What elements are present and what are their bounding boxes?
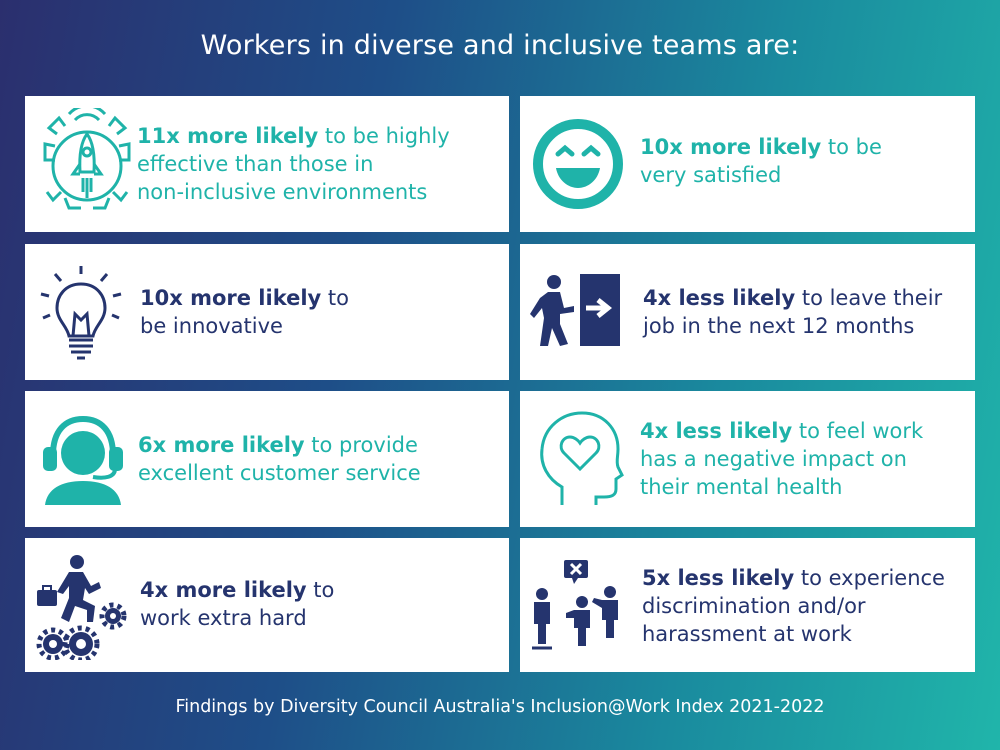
stat-card-effective: 11x more likely to be highly effective t… — [25, 96, 509, 232]
stat-card-mental-health: 4x less likely to feel work has a negati… — [520, 391, 975, 527]
stat-text: very satisfied — [640, 163, 782, 187]
stat-text: non-inclusive environments — [137, 180, 428, 204]
stat-text: effective than those in — [137, 152, 374, 176]
stat-text: to provide — [304, 433, 418, 457]
smiley-icon — [532, 118, 624, 210]
source-footer: Findings by Diversity Council Australia'… — [175, 697, 825, 717]
stat-card-customer-service: 6x more likely to provide excellent cust… — [25, 391, 509, 527]
stat-card-innovative: 10x more likely to be innovative — [25, 244, 509, 380]
stat-highlight: 5x less likely — [642, 566, 795, 590]
stat-text: to be highly — [318, 124, 450, 148]
discrimination-icon — [528, 558, 628, 654]
stat-text: excellent customer service — [138, 461, 421, 485]
stat-text: to — [321, 286, 349, 310]
stat-text: discrimination and/or — [642, 594, 866, 618]
stat-card-retention: 4x less likely to leave their job in the… — [520, 244, 975, 380]
exit-person-icon — [530, 272, 622, 348]
stat-card-discrimination: 5x less likely to experience discriminat… — [520, 538, 975, 672]
stat-card-satisfied: 10x more likely to be very satisfied — [520, 96, 975, 232]
headset-person-icon — [35, 411, 131, 507]
stat-text: to experience — [794, 566, 945, 590]
stat-text: job in the next 12 months — [643, 314, 915, 338]
stat-highlight: 6x more likely — [138, 433, 305, 457]
stat-card-work-hard: 4x more likely to work extra hard — [25, 538, 509, 672]
stat-highlight: 4x less likely — [643, 286, 796, 310]
head-heart-icon — [532, 409, 624, 509]
stat-text: to leave their — [795, 286, 943, 310]
worker-gears-icon — [33, 552, 133, 660]
rocket-gear-icon — [35, 108, 139, 218]
stat-text: be innovative — [140, 314, 283, 338]
stat-text: to feel work — [792, 419, 924, 443]
stat-text: harassment at work — [642, 622, 852, 646]
stat-text: to be — [821, 135, 882, 159]
stat-text: to — [306, 578, 335, 602]
stat-highlight: 11x more likely — [137, 124, 319, 148]
lightbulb-icon — [35, 264, 127, 364]
stat-highlight: 4x less likely — [640, 419, 793, 443]
stat-highlight: 10x more likely — [140, 286, 322, 310]
stat-text: work extra hard — [140, 606, 307, 630]
stat-text: has a negative impact on — [640, 447, 907, 471]
page-title: Workers in diverse and inclusive teams a… — [200, 30, 800, 61]
stat-highlight: 10x more likely — [640, 135, 822, 159]
stat-highlight: 4x more likely — [140, 578, 307, 602]
stat-text: their mental health — [640, 475, 843, 499]
